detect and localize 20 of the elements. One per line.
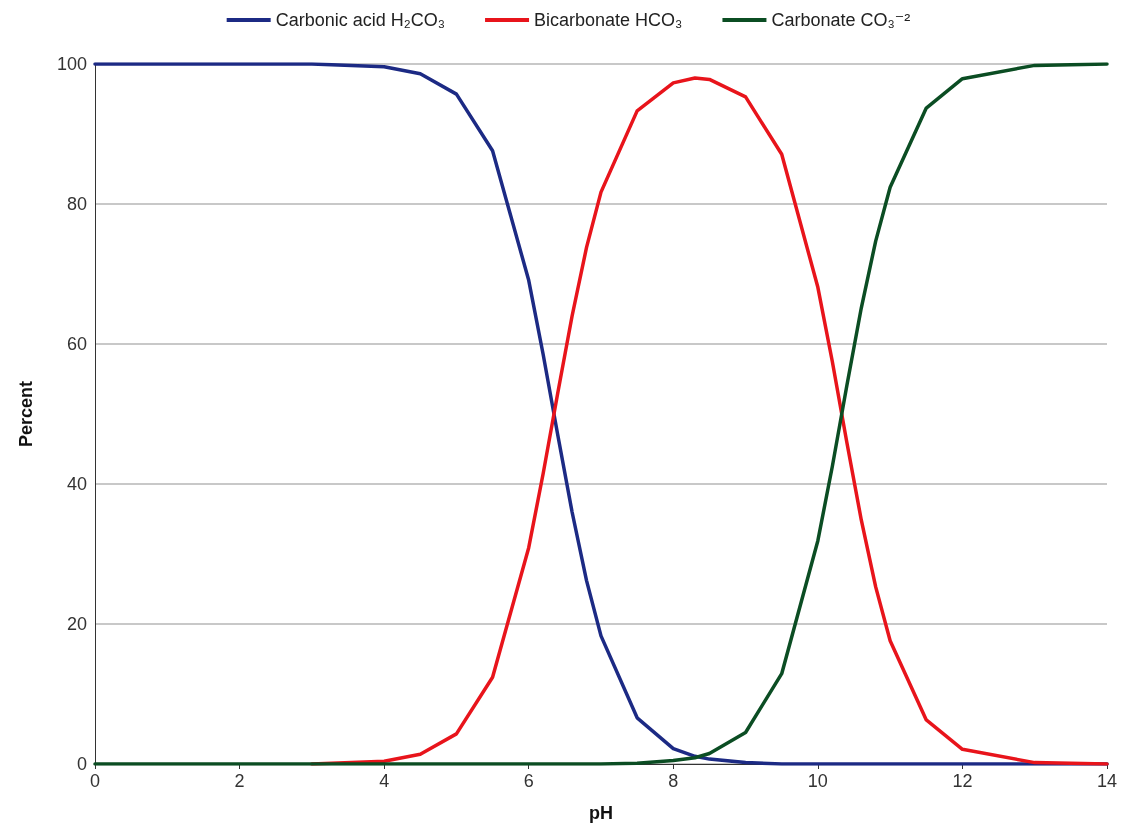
- line-series: [93, 62, 1109, 766]
- x-tick-label: 0: [89, 771, 101, 791]
- legend-label: Carbonate CO₃⁻²: [771, 10, 911, 30]
- y-axis-title: Percent: [16, 380, 36, 448]
- legend-label: Carbonic acid H₂CO₃: [275, 10, 446, 30]
- x-axis-title: pH: [589, 803, 613, 823]
- y-tick-label: 0: [76, 754, 87, 774]
- y-tick-label: 100: [56, 54, 87, 74]
- x-tick-label: 10: [807, 771, 828, 791]
- y-tick-label: 60: [66, 334, 87, 354]
- y-tick-label: 20: [66, 614, 87, 634]
- y-tick-label: 40: [66, 474, 87, 494]
- x-tick-label: 6: [523, 771, 534, 791]
- x-tick-label: 14: [1096, 771, 1118, 791]
- x-tick-label: 4: [379, 771, 390, 791]
- x-tick-label: 8: [668, 771, 679, 791]
- x-tick-label: 12: [952, 771, 973, 791]
- legend-label: Bicarbonate HCO₃: [534, 10, 683, 30]
- y-tick-label: 80: [66, 194, 87, 214]
- x-tick-label: 2: [234, 771, 245, 791]
